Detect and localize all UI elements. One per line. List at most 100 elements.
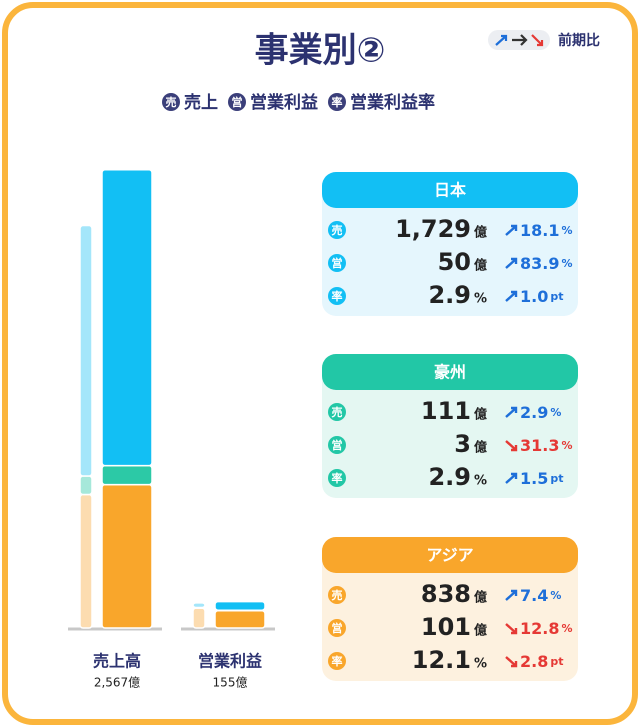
row-change: 83.9% [520, 254, 573, 273]
change-unit: % [550, 406, 561, 419]
trend-arrow [505, 472, 518, 484]
bar-segment [214, 600, 266, 611]
bar-segment [79, 224, 93, 477]
row-value: 101 [421, 613, 471, 641]
row-change: 1.5 pt [520, 469, 563, 488]
trend-arrow [505, 224, 518, 236]
trend-arrow [505, 257, 518, 269]
row-badge-text: 営 [332, 256, 343, 270]
legend-badge-text: 営 [232, 95, 243, 109]
row-unit: 億 [474, 440, 487, 456]
bar-segment [192, 602, 206, 609]
card-header [322, 537, 578, 573]
change-unit: % [561, 224, 572, 237]
row-unit: % [474, 657, 487, 672]
row-badge-text: 営 [332, 621, 343, 635]
compare-label: 前期比 [558, 32, 600, 49]
row-unit: % [474, 474, 487, 489]
bar-segment [101, 483, 153, 629]
region-name: 豪州 [434, 363, 466, 382]
row-badge [328, 586, 346, 604]
row-value: 3 [454, 430, 471, 458]
change-value: 1.0 [520, 287, 548, 306]
trend-arrow [505, 290, 518, 302]
region-name: アジア [426, 546, 473, 565]
row-value: 2.9 [428, 463, 471, 491]
legend-badge [228, 93, 246, 111]
row-badge [328, 287, 346, 305]
row-change: 12.8% [520, 619, 573, 638]
row-badge-text: 売 [332, 588, 343, 602]
card-header [322, 172, 578, 208]
row-change: 31.3% [520, 436, 573, 455]
row-value: 12.1 [412, 646, 471, 674]
row-badge-text: 売 [332, 223, 343, 237]
row-badge [328, 469, 346, 487]
trend-arrow [505, 656, 518, 668]
row-value: 111 [421, 397, 471, 425]
change-value: 7.4 [520, 586, 548, 605]
bar-segment [79, 493, 93, 629]
card-header [322, 354, 578, 390]
trend-arrow [505, 440, 518, 452]
legend-badge-text: 売 [166, 95, 177, 109]
compare-icon [488, 30, 550, 50]
group-total: 155億 [213, 676, 248, 690]
row-unit: 億 [474, 258, 487, 274]
row-unit: 億 [474, 623, 487, 639]
legend-label: 売上 [184, 92, 218, 113]
row-unit: % [474, 292, 487, 307]
row-badge [328, 619, 346, 637]
change-unit: % [550, 589, 561, 602]
row-value: 50 [438, 248, 471, 276]
trend-arrow [505, 589, 518, 601]
group-label: 売上高 [93, 652, 141, 671]
row-value: 838 [421, 580, 471, 608]
row-unit: 億 [474, 225, 487, 241]
row-value: 2.9 [428, 281, 471, 309]
change-value: 2.9 [520, 403, 548, 422]
change-unit: pt [550, 655, 563, 668]
row-badge-text: 売 [332, 405, 343, 419]
change-value: 1.5 [520, 469, 548, 488]
row-badge-text: 営 [332, 438, 343, 452]
row-unit: 億 [474, 407, 487, 423]
row-badge-text: 率 [332, 654, 343, 668]
row-badge [328, 254, 346, 272]
change-value: 18.1 [520, 221, 559, 240]
change-value: 2.8 [520, 652, 548, 671]
row-change: 2.9% [520, 403, 561, 422]
legend-badge-text: 率 [332, 95, 343, 109]
change-value: 31.3 [520, 436, 559, 455]
title: 事業別② [255, 31, 386, 71]
trend-arrow [505, 406, 518, 418]
row-change: 1.0 pt [520, 287, 563, 306]
change-unit: pt [550, 290, 563, 303]
bar-segment [101, 169, 153, 467]
row-value: 1,729 [395, 215, 471, 243]
bar-segment [192, 607, 206, 629]
group-total: 2,567億 [94, 676, 140, 690]
row-badge [328, 221, 346, 239]
region-name: 日本 [434, 181, 466, 200]
row-badge [328, 403, 346, 421]
row-change: 18.1% [520, 221, 573, 240]
bar-segment [79, 475, 93, 496]
change-unit: % [561, 257, 572, 270]
change-unit: % [561, 439, 572, 452]
bar-segment [214, 609, 266, 629]
row-badge [328, 436, 346, 454]
row-badge-text: 率 [332, 289, 343, 303]
row-change: 7.4% [520, 586, 561, 605]
row-badge [328, 652, 346, 670]
legend-label: 営業利益率 [350, 92, 435, 113]
group-label: 営業利益 [198, 652, 262, 671]
change-value: 12.8 [520, 619, 559, 638]
bar-segment [101, 464, 153, 486]
legend-label: 営業利益 [250, 92, 318, 113]
row-unit: 億 [474, 590, 487, 606]
change-unit: % [561, 622, 572, 635]
legend-badge [162, 93, 180, 111]
legend-badge [328, 93, 346, 111]
